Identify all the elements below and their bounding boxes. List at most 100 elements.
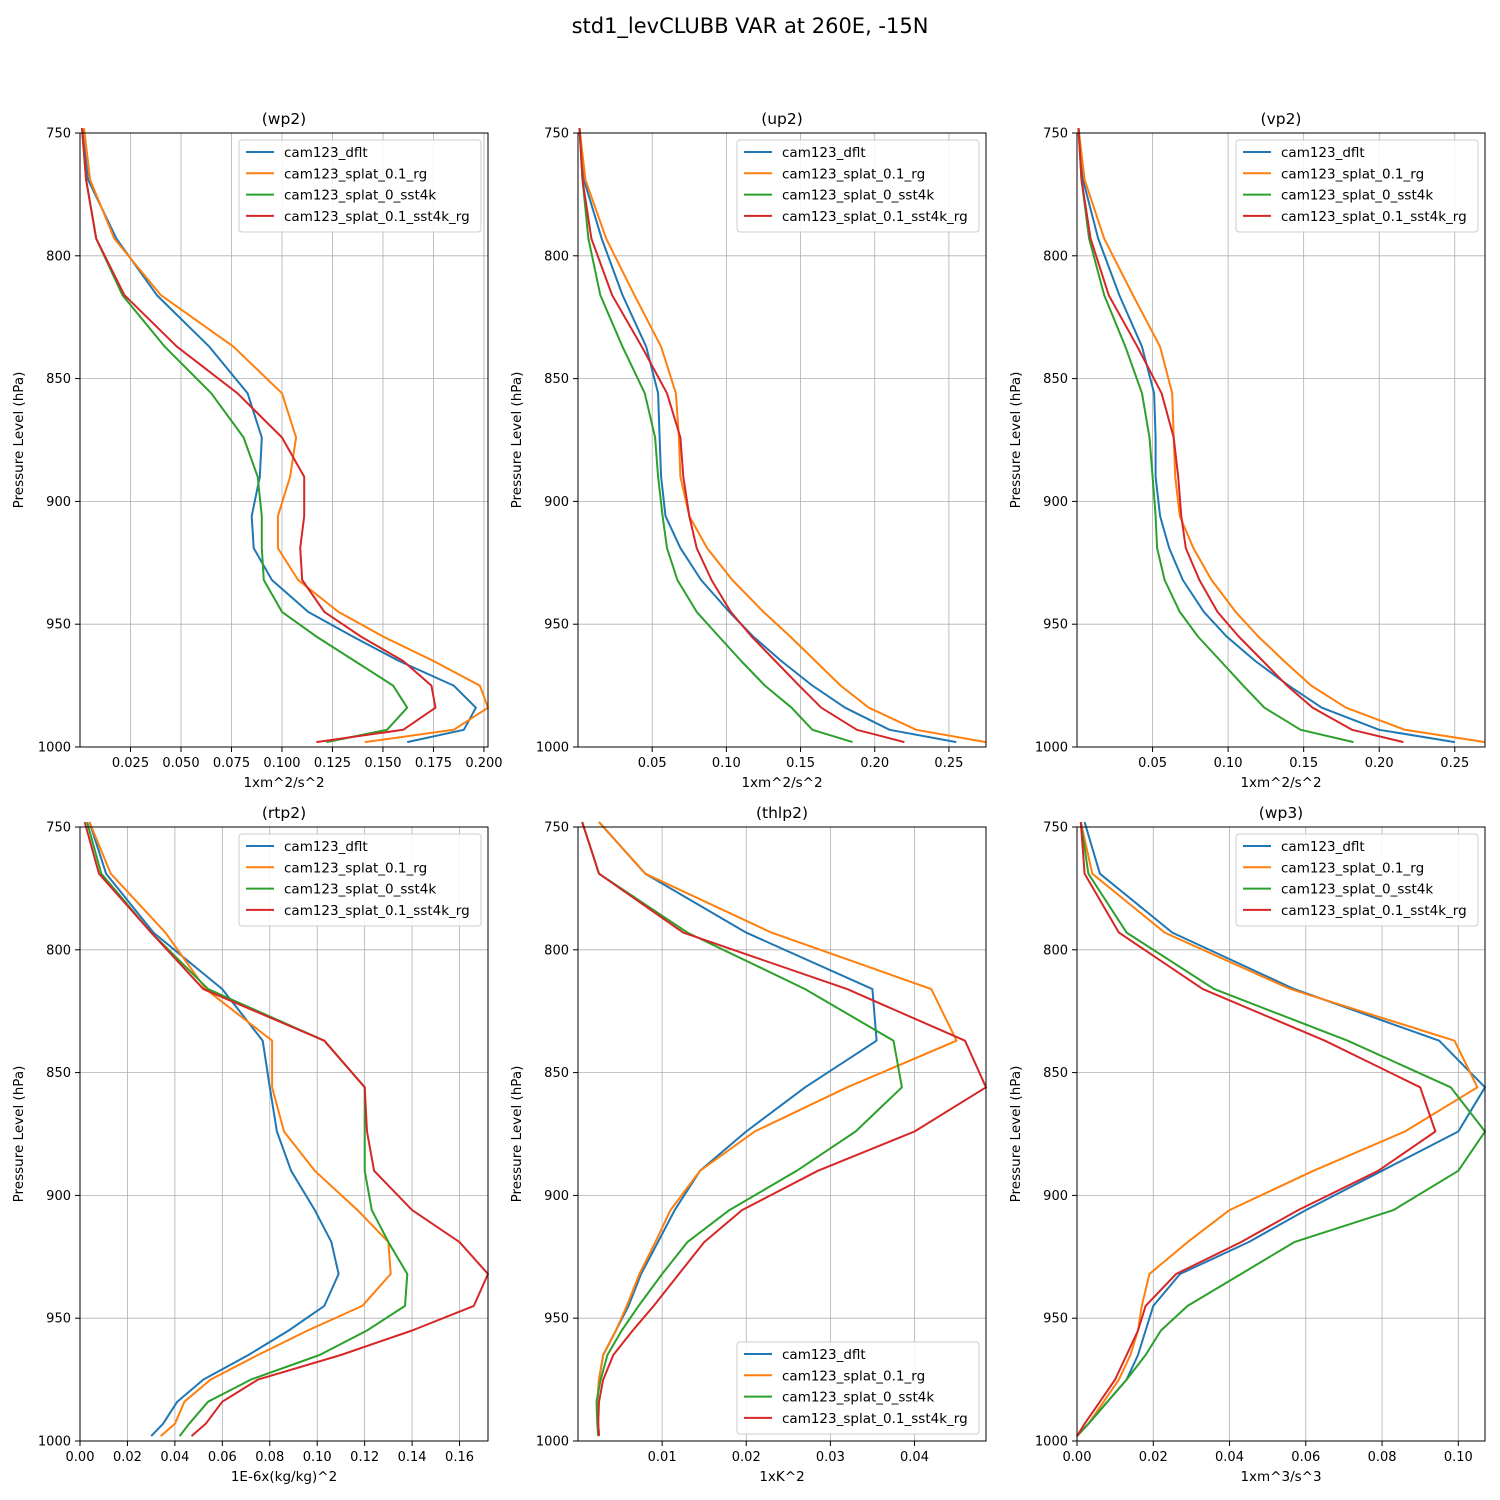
- legend-box: [238, 833, 482, 927]
- legend-label: cam123_dflt: [1281, 145, 1365, 161]
- series-line-cam123_dflt: [1077, 128, 1455, 744]
- x-tick-label: 0.04: [160, 1450, 189, 1465]
- subplot-up2: 0.05 0.10 0.15 0.20 0.25 750 800 850 900 950 1000 (…: [509, 110, 987, 791]
- x-tick-label: 0.100: [263, 756, 300, 771]
- x-tick-label: 0.06: [1291, 1450, 1320, 1465]
- legend-label: cam123_splat_0_sst4k: [782, 188, 934, 204]
- x-tick-label: 0.12: [350, 1450, 379, 1465]
- legend-label: cam123_dflt: [782, 1347, 866, 1363]
- series-line-cam123_splat_0_sst4k: [81, 128, 409, 744]
- subplot-title: (rtp2): [262, 804, 306, 822]
- y-tick-label: 750: [46, 821, 71, 836]
- y-tick-label: 800: [544, 943, 569, 958]
- y-tick-label: 800: [1043, 943, 1068, 958]
- y-tick-label: 1000: [536, 741, 569, 756]
- y-axis-label: Pressure Level (hPa): [11, 1066, 27, 1203]
- subplot-thlp2: 0.01 0.02 0.03 0.04 750 800 850 900 950 1000 (thlp…: [509, 804, 987, 1485]
- x-tick-label: 0.25: [934, 756, 963, 771]
- axes-frame: [1076, 826, 1486, 1442]
- y-tick-label: 750: [1043, 127, 1068, 142]
- series-line-cam123_splat_0_sst4k: [86, 821, 409, 1437]
- legend-label: cam123_dflt: [284, 145, 368, 161]
- y-tick-label: 850: [544, 372, 569, 387]
- legend-label: cam123_dflt: [1281, 839, 1365, 855]
- y-tick-label: 950: [1043, 1312, 1068, 1327]
- legend-label: cam123_splat_0.1_rg: [1281, 860, 1424, 876]
- series-line-cam123_splat_0_sst4k: [581, 821, 903, 1437]
- legend-label: cam123_splat_0.1_sst4k_rg: [284, 903, 470, 919]
- x-tick-label: 0.02: [732, 1450, 761, 1465]
- x-tick-label: 0.14: [398, 1450, 427, 1465]
- legend-label: cam123_splat_0_sst4k: [1281, 882, 1433, 898]
- legend-box: [1235, 139, 1479, 233]
- y-tick-label: 900: [1043, 495, 1068, 510]
- y-tick-label: 950: [46, 1312, 71, 1327]
- axes-frame: [577, 132, 987, 748]
- subplot-title: (up2): [761, 110, 803, 128]
- axes-frame: [79, 132, 489, 748]
- legend: cam123_dflt cam123_splat_0.1_rg cam123_spl…: [1235, 139, 1479, 233]
- legend-label: cam123_splat_0_sst4k: [1281, 188, 1433, 204]
- x-axis-label: 1xm^2/s^2: [741, 775, 822, 791]
- legend-label: cam123_splat_0.1_rg: [782, 1368, 925, 1384]
- y-tick-label: 750: [46, 127, 71, 142]
- x-tick-label: 0.00: [66, 1450, 95, 1465]
- legend-label: cam123_splat_0.1_sst4k_rg: [1281, 903, 1467, 919]
- legend: cam123_dflt cam123_splat_0.1_rg cam123_spl…: [1235, 833, 1479, 927]
- series-line-cam123_splat_0.1_sst4k_rg: [581, 821, 987, 1437]
- x-axis-label: 1xm^2/s^2: [243, 775, 324, 791]
- legend-label: cam123_dflt: [284, 839, 368, 855]
- legend-label: cam123_dflt: [782, 145, 866, 161]
- x-tick-label: 0.02: [113, 1450, 142, 1465]
- y-tick-label: 850: [1043, 1066, 1068, 1081]
- y-tick-label: 900: [544, 495, 569, 510]
- axes-frame: [1076, 132, 1486, 748]
- legend-label: cam123_splat_0.1_rg: [782, 166, 925, 182]
- subplot-title: (vp2): [1261, 110, 1302, 128]
- x-tick-label: 0.05: [638, 756, 667, 771]
- series-line-cam123_splat_0.1_rg: [83, 127, 489, 744]
- x-tick-label: 0.150: [364, 756, 401, 771]
- y-tick-label: 900: [46, 495, 71, 510]
- series-line-cam123_splat_0.1_rg: [578, 127, 987, 744]
- y-tick-label: 950: [1043, 618, 1068, 633]
- subplot-title: (wp3): [1259, 804, 1303, 822]
- x-tick-label: 0.05: [1138, 756, 1167, 771]
- y-axis-label: Pressure Level (hPa): [1008, 372, 1024, 509]
- series-line-cam123_splat_0_sst4k: [1076, 821, 1486, 1437]
- series-line-cam123_splat_0.1_rg: [596, 821, 958, 1437]
- y-tick-label: 850: [544, 1066, 569, 1081]
- subplot-rtp2: 0.00 0.02 0.04 0.06 0.08 0.10 0.12 0.14 0.16 750 8…: [11, 804, 489, 1485]
- y-tick-label: 1000: [1035, 741, 1068, 756]
- x-tick-label: 0.02: [1139, 1450, 1168, 1465]
- x-tick-label: 0.125: [314, 756, 351, 771]
- x-tick-label: 0.175: [415, 756, 452, 771]
- legend-box: [1235, 833, 1479, 927]
- series-line-cam123_splat_0_sst4k: [578, 128, 853, 744]
- x-tick-label: 0.20: [1365, 756, 1394, 771]
- y-tick-label: 900: [544, 1189, 569, 1204]
- legend-label: cam123_splat_0.1_sst4k_rg: [284, 209, 470, 225]
- legend-label: cam123_splat_0_sst4k: [284, 188, 436, 204]
- x-axis-label: 1E-6x(kg/kg)^2: [231, 1469, 337, 1485]
- y-axis-label: Pressure Level (hPa): [1008, 1066, 1024, 1203]
- y-axis-label: Pressure Level (hPa): [11, 372, 27, 509]
- axes-frame: [79, 826, 489, 1442]
- x-tick-label: 0.10: [712, 756, 741, 771]
- subplot-wp3: 0.00 0.02 0.04 0.06 0.08 0.10 750 800 850 900 950 1…: [1008, 804, 1486, 1485]
- figure-title: std1_levCLUBB VAR at 260E, -15N: [571, 14, 929, 38]
- x-tick-label: 0.01: [648, 1450, 677, 1465]
- x-axis-label: 1xm^3/s^3: [1240, 1469, 1321, 1485]
- y-tick-label: 1000: [1035, 1435, 1068, 1450]
- y-tick-label: 800: [544, 249, 569, 264]
- subplot-title: (thlp2): [756, 804, 808, 822]
- y-tick-label: 750: [544, 821, 569, 836]
- y-tick-label: 800: [46, 943, 71, 958]
- y-tick-label: 800: [46, 249, 71, 264]
- legend-label: cam123_splat_0.1_rg: [284, 860, 427, 876]
- legend-box: [736, 1341, 980, 1435]
- legend-label: cam123_splat_0.1_sst4k_rg: [782, 1411, 968, 1427]
- legend-label: cam123_splat_0.1_sst4k_rg: [782, 209, 968, 225]
- x-tick-label: 0.08: [1368, 1450, 1397, 1465]
- x-tick-label: 0.050: [162, 756, 199, 771]
